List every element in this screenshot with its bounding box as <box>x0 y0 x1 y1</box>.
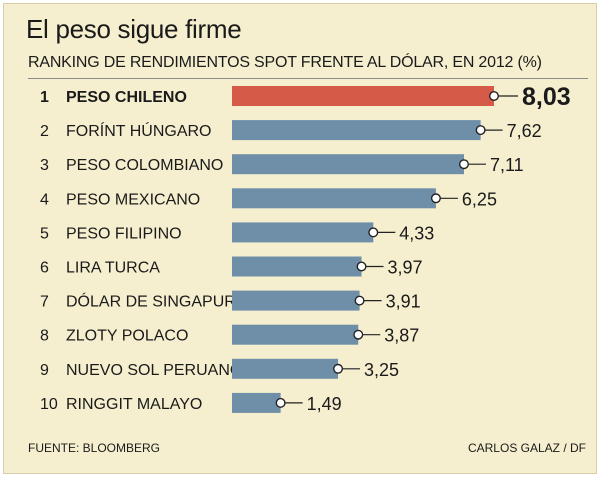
value-marker <box>475 125 486 136</box>
value-marker <box>489 90 500 101</box>
value-marker <box>430 193 441 204</box>
category-label: PESO CHILENO <box>66 89 187 106</box>
bar <box>232 222 374 243</box>
category-label: RINGGIT MALAYO <box>66 396 202 413</box>
value-marker <box>353 329 364 340</box>
credit-label: CARLOS GALAZ / DF <box>467 441 586 455</box>
bar <box>232 324 359 345</box>
category-label: ZLOTY POLACO <box>66 328 188 345</box>
value-label: 3,87 <box>384 326 419 346</box>
category-label: FORÍNT HÚNGARO <box>66 121 211 140</box>
rank-label: 3 <box>40 157 49 174</box>
bar <box>232 120 481 141</box>
bar <box>232 256 362 277</box>
bar <box>232 188 436 209</box>
value-label: 7,11 <box>490 155 524 175</box>
chart-subtitle: RANKING DE RENDIMIENTOS SPOT FRENTE AL D… <box>28 54 542 71</box>
subtitle-divider <box>28 78 588 79</box>
category-label: LIRA TURCA <box>66 260 160 277</box>
rank-label: 6 <box>40 260 49 277</box>
rank-label: 9 <box>40 362 49 379</box>
category-label: PESO FILIPINO <box>66 225 182 242</box>
value-label: 3,25 <box>364 360 399 380</box>
chart-title: El peso sigue firme <box>26 14 242 44</box>
value-label: 7,62 <box>507 121 542 141</box>
bar <box>232 86 494 106</box>
value-label: 3,91 <box>386 292 421 312</box>
rank-label: 7 <box>40 294 49 311</box>
value-marker <box>275 397 286 408</box>
rank-label: 10 <box>40 396 58 413</box>
category-label: NUEVO SOL PERUANO <box>66 362 242 379</box>
value-label: 1,49 <box>307 394 342 414</box>
rank-label: 8 <box>40 328 49 345</box>
category-label: DÓLAR DE SINGAPUR <box>66 292 236 311</box>
value-label: 8,03 <box>522 83 571 111</box>
rank-label: 4 <box>40 191 49 208</box>
category-label: PESO COLOMBIANO <box>66 157 223 174</box>
value-marker <box>458 159 469 170</box>
value-label: 6,25 <box>462 189 497 209</box>
value-label: 3,97 <box>388 258 423 278</box>
rank-label: 1 <box>40 89 49 106</box>
value-label: 4,33 <box>399 223 434 243</box>
rank-label: 2 <box>40 123 49 140</box>
value-marker <box>356 261 367 272</box>
bar <box>232 154 464 175</box>
bar <box>232 358 339 379</box>
bar <box>232 290 360 311</box>
source-label: FUENTE: BLOOMBERG <box>28 441 161 455</box>
category-label: PESO MEXICANO <box>66 191 200 208</box>
value-marker <box>354 295 365 306</box>
bar <box>232 392 281 413</box>
value-marker <box>333 363 344 374</box>
rank-label: 5 <box>40 225 49 242</box>
value-marker <box>368 227 379 238</box>
